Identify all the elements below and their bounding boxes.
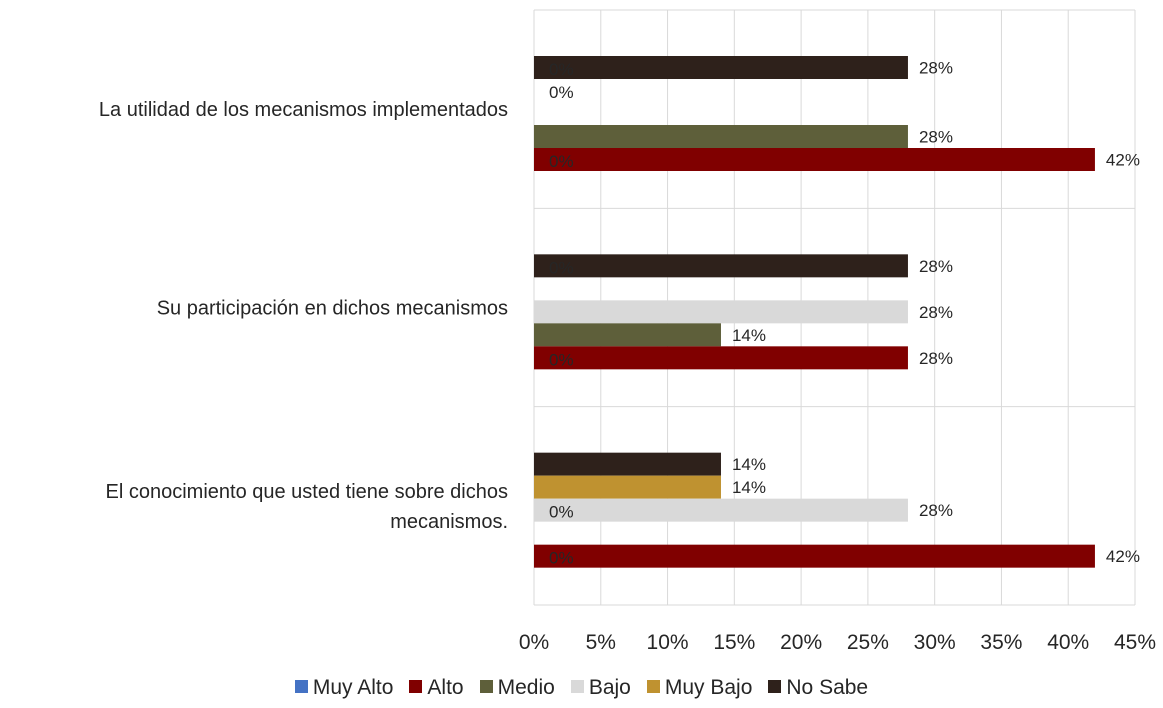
legend-item: Muy Bajo	[646, 676, 753, 700]
legend-label: Bajo	[588, 676, 631, 699]
bar	[534, 498, 908, 522]
data-label: 28%	[919, 501, 953, 520]
data-label: 14%	[732, 455, 766, 474]
legend-item: Muy Alto	[294, 676, 394, 700]
legend-swatch	[479, 680, 493, 693]
data-label: 0%	[549, 152, 574, 171]
legend-swatch	[570, 680, 584, 693]
data-label: 0%	[549, 60, 574, 79]
data-label: 28%	[919, 59, 953, 78]
x-tick-label: 10%	[647, 631, 689, 654]
bar	[534, 475, 721, 499]
legend-item: Alto	[409, 676, 464, 700]
x-tick-label: 5%	[586, 631, 616, 654]
x-tick-label: 15%	[713, 631, 755, 654]
data-label: 14%	[732, 478, 766, 497]
category-label: El conocimiento que usted tiene sobre di…	[106, 481, 508, 533]
bar	[534, 56, 908, 79]
legend-label: Muy Alto	[312, 676, 394, 699]
x-tick-label: 35%	[980, 631, 1022, 654]
data-label: 42%	[1106, 151, 1140, 170]
bar	[534, 254, 908, 278]
x-tick-label: 0%	[519, 631, 549, 654]
legend-item: Medio	[479, 676, 555, 700]
x-tick-label: 40%	[1047, 631, 1089, 654]
x-tick-label: 45%	[1114, 631, 1156, 654]
category-labels: La utilidad de los mecanismos implementa…	[99, 99, 508, 533]
bar	[534, 323, 721, 347]
category-label: Su participación en dichos mecanismos	[157, 298, 508, 320]
data-label: 0%	[549, 503, 574, 522]
legend-label: Muy Bajo	[664, 676, 753, 699]
legend-label: No Sabe	[786, 676, 869, 699]
data-label: 0%	[549, 83, 574, 102]
x-tick-label: 30%	[914, 631, 956, 654]
data-label: 0%	[549, 258, 574, 277]
bar	[534, 544, 1095, 568]
data-labels: 28% 0% 0% 28% 42% 0% 28% 0% 28% 14% 28% 0% 14% 14% 28%…	[549, 59, 1140, 568]
bar	[534, 452, 721, 476]
data-label: 14%	[732, 326, 766, 345]
data-label: 0%	[549, 549, 574, 568]
data-label: 0%	[549, 350, 574, 369]
legend-item: No Sabe	[768, 676, 868, 700]
legend-swatch	[294, 680, 308, 693]
legend-item: Bajo	[570, 676, 631, 700]
x-tick-label: 20%	[780, 631, 822, 654]
x-tick-label: 25%	[847, 631, 889, 654]
data-label: 28%	[919, 303, 953, 322]
bar	[534, 300, 908, 324]
x-tick-labels: 0% 5% 10% 15% 20% 25% 30% 35% 40% 45%	[519, 631, 1156, 654]
legend-swatch	[409, 680, 423, 693]
bar	[534, 346, 908, 370]
legend-label: Alto	[427, 676, 464, 699]
bar-chart: 28% 0% 0% 28% 42% 0% 28% 0% 28% 14% 28% 0% 14% 14% 28%…	[99, 9, 1156, 654]
data-label: 28%	[919, 349, 953, 368]
legend-swatch	[646, 680, 660, 693]
legend-swatch	[768, 680, 782, 693]
bar	[534, 125, 908, 148]
category-separators	[534, 9, 1135, 606]
category-label: La utilidad de los mecanismos implementa…	[99, 99, 508, 121]
data-label: 42%	[1106, 547, 1140, 566]
legend: Muy Alto Alto Medio Bajo Muy Bajo No Sabe	[0, 676, 1163, 700]
bar	[534, 148, 1095, 171]
legend-label: Medio	[497, 676, 555, 699]
data-label: 28%	[919, 257, 953, 276]
data-label: 28%	[919, 128, 953, 147]
bars	[534, 56, 1095, 568]
